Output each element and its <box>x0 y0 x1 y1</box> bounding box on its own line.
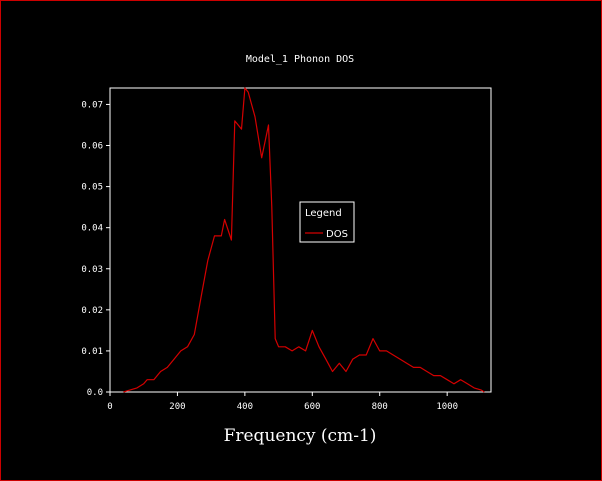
x-tick-label: 0 <box>107 402 112 412</box>
x-tick-label: 1000 <box>436 402 458 412</box>
x-tick-label: 400 <box>237 402 253 412</box>
y-axis: 0.0 0.01 0.02 0.03 0.04 0.05 0.06 0.07 <box>81 100 110 398</box>
x-tick-label: 200 <box>169 402 185 412</box>
x-axis: 0 200 400 600 800 1000 <box>107 392 458 412</box>
y-tick-label: 0.0 <box>87 388 103 398</box>
legend-box <box>299 201 355 243</box>
y-tick-label: 0.06 <box>81 142 103 152</box>
legend-title: Legend <box>305 208 342 219</box>
plot-area <box>109 87 492 393</box>
series-line-dos <box>123 87 485 393</box>
y-tick-label: 0.01 <box>81 347 103 357</box>
y-tick-label: 0.03 <box>81 265 103 275</box>
x-axis-label: Frequency (cm-1) <box>224 426 377 446</box>
legend-label-dos: DOS <box>326 229 348 240</box>
y-tick-label: 0.07 <box>81 100 103 110</box>
chart-title: Model_1 Phonon DOS <box>246 54 354 65</box>
series-layer <box>123 87 485 393</box>
x-tick-label: 600 <box>304 402 320 412</box>
x-tick-label: 800 <box>372 402 388 412</box>
y-tick-label: 0.05 <box>81 183 103 193</box>
y-tick-label: 0.02 <box>81 306 103 316</box>
legend: Legend DOS <box>299 201 355 243</box>
y-tick-label: 0.04 <box>81 224 103 234</box>
